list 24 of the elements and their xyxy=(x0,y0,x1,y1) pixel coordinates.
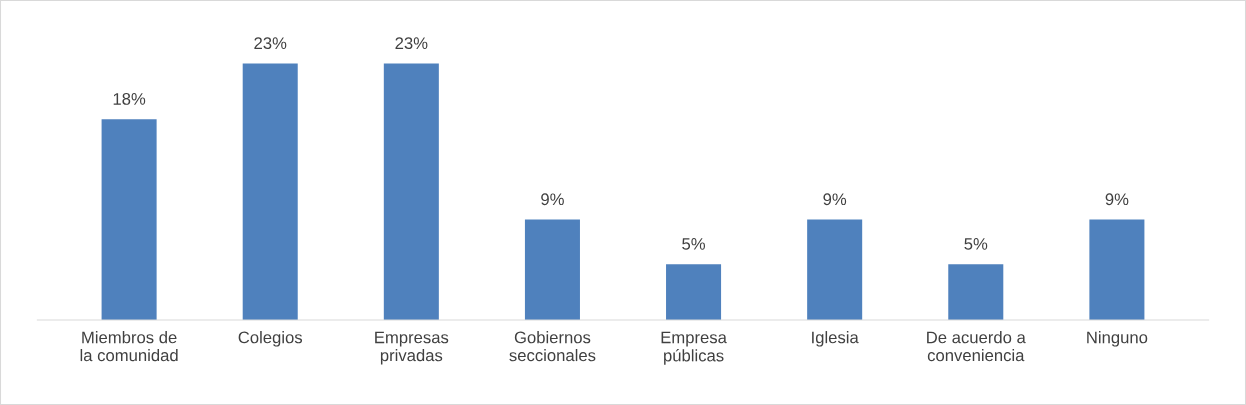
data-label: 9% xyxy=(541,193,564,206)
bar xyxy=(666,264,722,320)
bar xyxy=(524,219,580,320)
data-label: 9% xyxy=(1105,193,1129,206)
data-label: 18% xyxy=(113,93,146,105)
bar xyxy=(383,63,439,320)
data-label: 5% xyxy=(682,238,706,250)
x-tick-label: Empresas privadas xyxy=(375,331,449,365)
data-label: 23% xyxy=(254,37,287,50)
bar xyxy=(948,264,1004,320)
x-tick-label: Miembros de la comunidad xyxy=(80,331,178,362)
x-tick-label: Ninguno xyxy=(1087,331,1148,347)
x-tick-label: Gobiernos seccionales xyxy=(509,331,596,362)
x-tick-label: Colegios xyxy=(238,331,303,347)
bar xyxy=(242,63,298,320)
x-tick-label: De acuerdo a conveniencia xyxy=(927,331,1026,362)
data-label: 23% xyxy=(395,37,428,50)
bar xyxy=(1089,219,1145,320)
x-tick-label: Empresa públicas xyxy=(661,331,727,365)
bar xyxy=(101,119,157,320)
data-label: 9% xyxy=(823,193,847,206)
bar xyxy=(807,219,863,320)
x-tick-label: Iglesia xyxy=(812,331,859,347)
data-label: 5% xyxy=(964,238,988,250)
